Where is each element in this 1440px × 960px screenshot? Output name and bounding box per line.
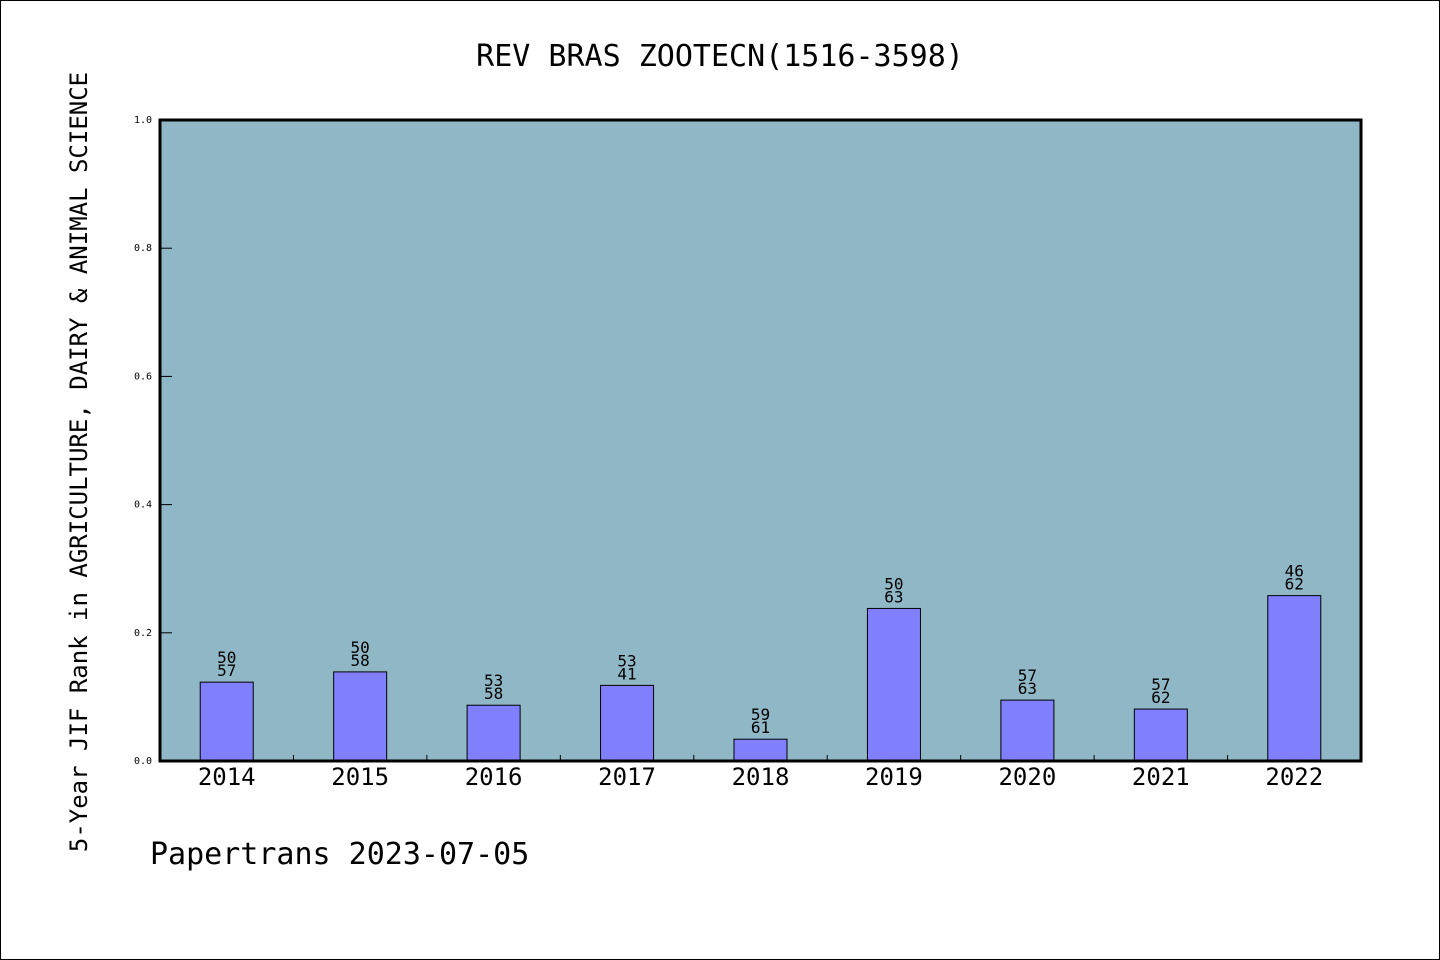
chart-title: REV BRAS ZOOTECN(1516-3598) — [476, 39, 964, 74]
bar-label-bottom-2019: 63 — [884, 587, 903, 606]
bar-label-bottom-2021: 62 — [1151, 688, 1170, 707]
x-tick-label-2015: 2015 — [331, 763, 389, 791]
bar-2015 — [333, 671, 388, 762]
y-tick-label-0.6: 0.6 — [134, 371, 152, 382]
bar-label-bottom-2015: 58 — [351, 651, 370, 670]
bar-2022 — [1267, 595, 1322, 762]
x-tick-label-2022: 2022 — [1265, 763, 1323, 791]
x-tick-label-2017: 2017 — [598, 763, 656, 791]
bar-2020 — [1000, 699, 1055, 762]
bar-label-top-2019: 50 — [884, 574, 903, 593]
footer-text: Papertrans 2023-07-05 — [150, 837, 529, 872]
bar-label-top-2014: 50 — [217, 648, 236, 667]
x-tick-label-2020: 2020 — [998, 763, 1056, 791]
y-axis-label: 5-Year JIF Rank in AGRICULTURE, DAIRY & … — [65, 72, 93, 852]
y-tick-label-1.0: 1.0 — [134, 115, 152, 126]
x-tick-label-2019: 2019 — [865, 763, 923, 791]
y-tick-label-0.0: 0.0 — [134, 756, 152, 767]
bar-label-bottom-2017: 41 — [617, 664, 636, 683]
bar-label-bottom-2014: 57 — [217, 661, 236, 680]
bar-label-top-2018: 59 — [751, 705, 770, 724]
bar-label-bottom-2020: 63 — [1018, 679, 1037, 698]
bar-group — [199, 595, 1322, 762]
bar-2017 — [600, 684, 655, 762]
bar-label-bottom-2016: 58 — [484, 684, 503, 703]
x-tick-label-2018: 2018 — [732, 763, 790, 791]
bar-label-top-2022: 46 — [1285, 562, 1304, 581]
x-tick-label-2021: 2021 — [1132, 763, 1190, 791]
bar-2021 — [1133, 708, 1188, 762]
y-tick-label-0.8: 0.8 — [134, 243, 152, 254]
bar-label-top-2017: 53 — [617, 651, 636, 670]
plot-border — [158, 118, 1363, 763]
bar-2018 — [733, 738, 788, 762]
y-axis-ticks: 0.0 0.2 0.4 0.6 0.8 1.0 — [134, 115, 172, 767]
bar-label-bottom-2018: 61 — [751, 718, 770, 737]
bar-label-top-2020: 57 — [1018, 666, 1037, 685]
bar-2014 — [199, 681, 254, 762]
x-tick-label-2014: 2014 — [198, 763, 256, 791]
plot-area — [160, 120, 1361, 761]
bar-2016 — [466, 704, 521, 762]
bar-label-top-2021: 57 — [1151, 675, 1170, 694]
y-tick-label-0.2: 0.2 — [134, 628, 152, 639]
bar-2019 — [866, 607, 921, 762]
bar-label-bottom-2022: 62 — [1285, 575, 1304, 594]
y-tick-label-0.4: 0.4 — [134, 500, 152, 511]
x-tick-label-2016: 2016 — [465, 763, 523, 791]
bar-label-top-2016: 53 — [484, 671, 503, 690]
bar-label-top-2015: 50 — [351, 638, 370, 657]
x-axis-ticks: 2014 2015 2016 2017 2018 2019 2020 2021 2022 — [198, 755, 1323, 791]
